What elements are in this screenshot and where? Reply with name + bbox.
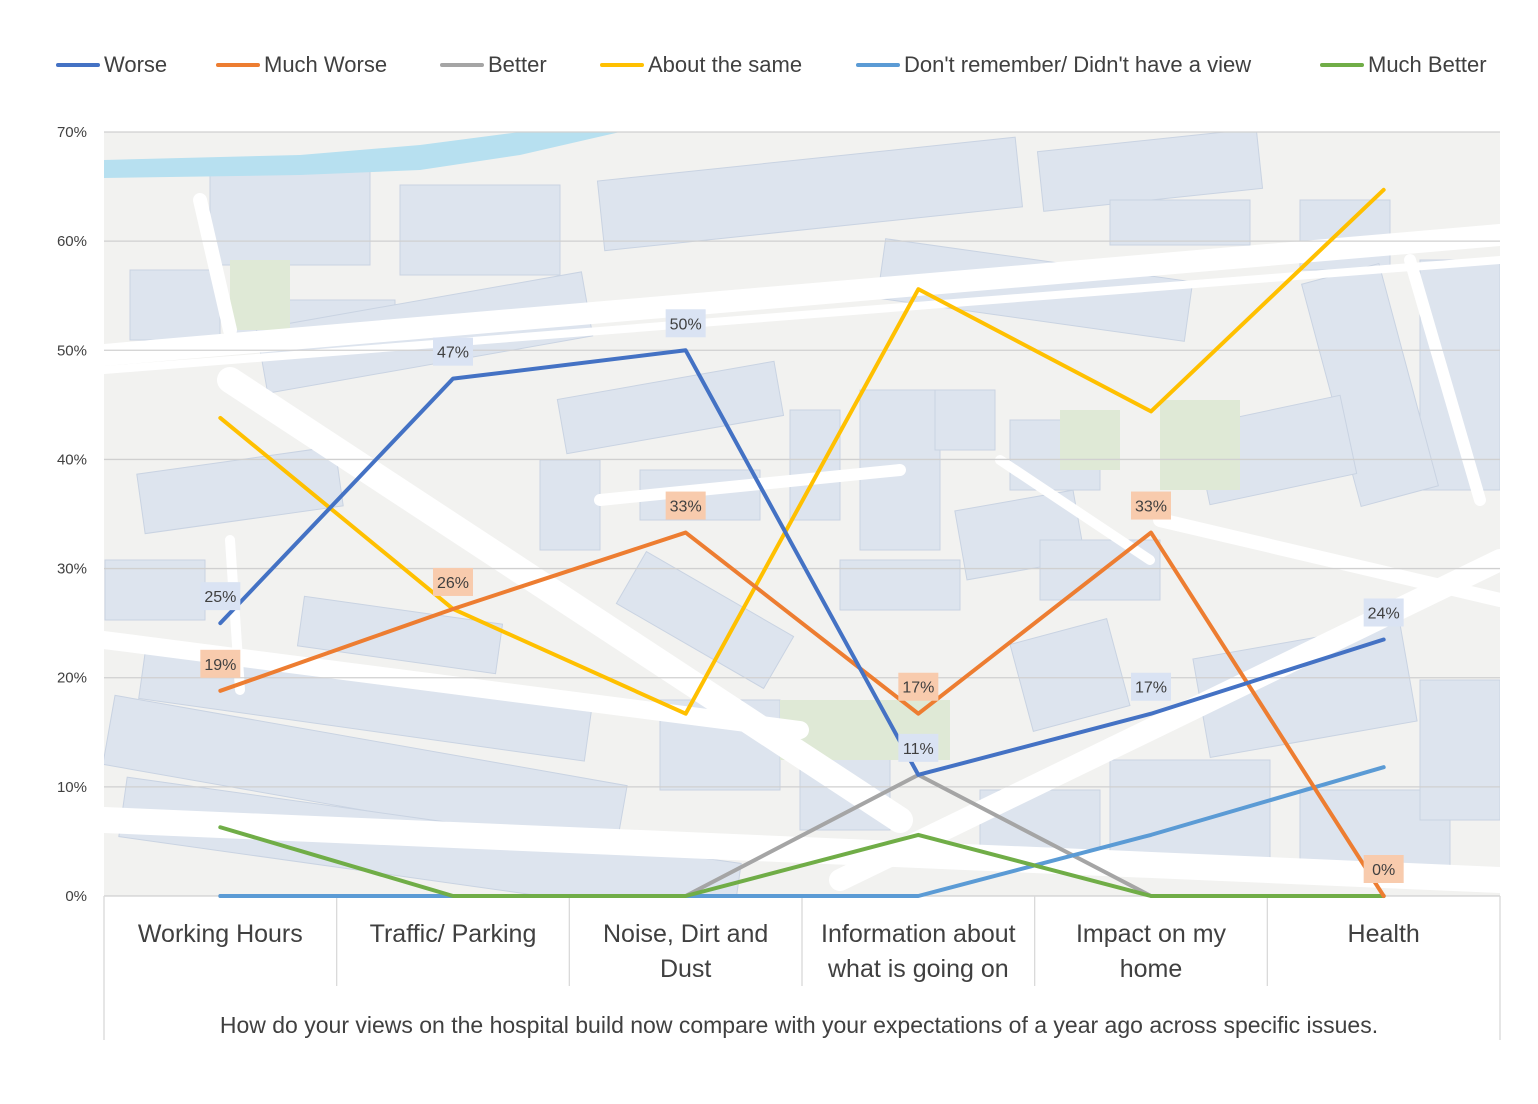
category-label: Impact on my home [1076,920,1227,983]
legend-item: Worse [56,48,167,82]
legend-label: Much Worse [264,52,388,77]
y-tick-label: 40% [57,451,87,468]
category-label: Working Hours [138,920,303,948]
y-tick-label: 0% [65,888,87,905]
data-label: 11% [903,741,934,758]
category-label: Noise, Dirt and Dust [603,920,768,983]
legend-label: Better [488,52,547,77]
legend-swatch [600,63,644,67]
series-line-much-worse [218,530,1386,898]
y-tick-label: 10% [57,779,87,796]
data-label: 33% [670,499,702,516]
legend-swatch [56,63,100,67]
data-label: 50% [670,316,702,333]
data-label-box [200,649,241,678]
legend-item: About the same [600,48,802,82]
data-label-box [200,582,241,611]
series-layer [218,187,1386,898]
data-label: 33% [1135,499,1167,516]
data-label: 19% [204,657,236,674]
series-line-don-t-remember-didn-t-have-a-view [218,765,1386,898]
data-label-box [1363,855,1404,883]
legend-item: Much Worse [216,48,387,82]
category-label: Health [1348,920,1420,948]
data-label-box [433,567,473,596]
map-background [104,132,1500,896]
series-line-much-better [218,825,1386,898]
legend-label: Don't remember/ Didn't have a view [904,52,1252,77]
series-line-about-the-same [218,187,1386,716]
y-tick-label: 60% [57,233,87,250]
data-label-box [898,672,939,701]
data-label: 17% [902,680,934,697]
legend-item: Better [440,48,547,82]
data-label: 24% [1368,606,1400,623]
data-label: 26% [437,575,469,592]
category-table: Working Hours Traffic/ Parking Noise, Dirt… [103,896,1501,1040]
data-label-box [665,491,706,520]
legend: Worse Much Worse Better About the same Don't… [0,48,1538,82]
legend-swatch [1320,63,1364,67]
data-label-box [433,337,473,366]
y-tick-label: 70% [57,124,87,141]
data-label-box [1363,598,1404,627]
data-label-box [898,733,939,762]
data-label-box [1131,491,1171,520]
data-label-box [1131,672,1171,701]
y-tick-label: 20% [57,670,87,687]
data-label: 25% [204,589,236,606]
series-line-worse [218,348,1386,777]
legend-label: Much Better [1368,52,1487,77]
data-label: 47% [437,345,469,362]
legend-item: Don't remember/ Didn't have a view [856,48,1251,82]
x-axis-caption: How do your views on the hospital build … [220,1012,1378,1038]
legend-swatch [216,63,260,67]
data-label: 0% [1372,862,1395,879]
legend-item: Much Better [1320,48,1487,82]
y-tick-label: 30% [57,561,87,578]
y-tick-label: 50% [57,342,87,359]
legend-label: About the same [648,52,803,77]
data-label: 17% [1135,680,1167,697]
y-axis: 0% 10% 20% 30% 40% 50% 60% 70% [57,124,87,905]
legend-label: Worse [104,52,168,77]
data-label-box [665,309,706,338]
category-label: Traffic/ Parking [370,920,537,948]
category-label: Information about what is going on [821,920,1016,983]
legend-swatch [856,63,900,67]
data-labels: 25% 47% 50% 11% 17% 24% 19% 26% 33% 17% 33% 0% [200,309,1404,883]
legend-swatch [440,63,484,67]
